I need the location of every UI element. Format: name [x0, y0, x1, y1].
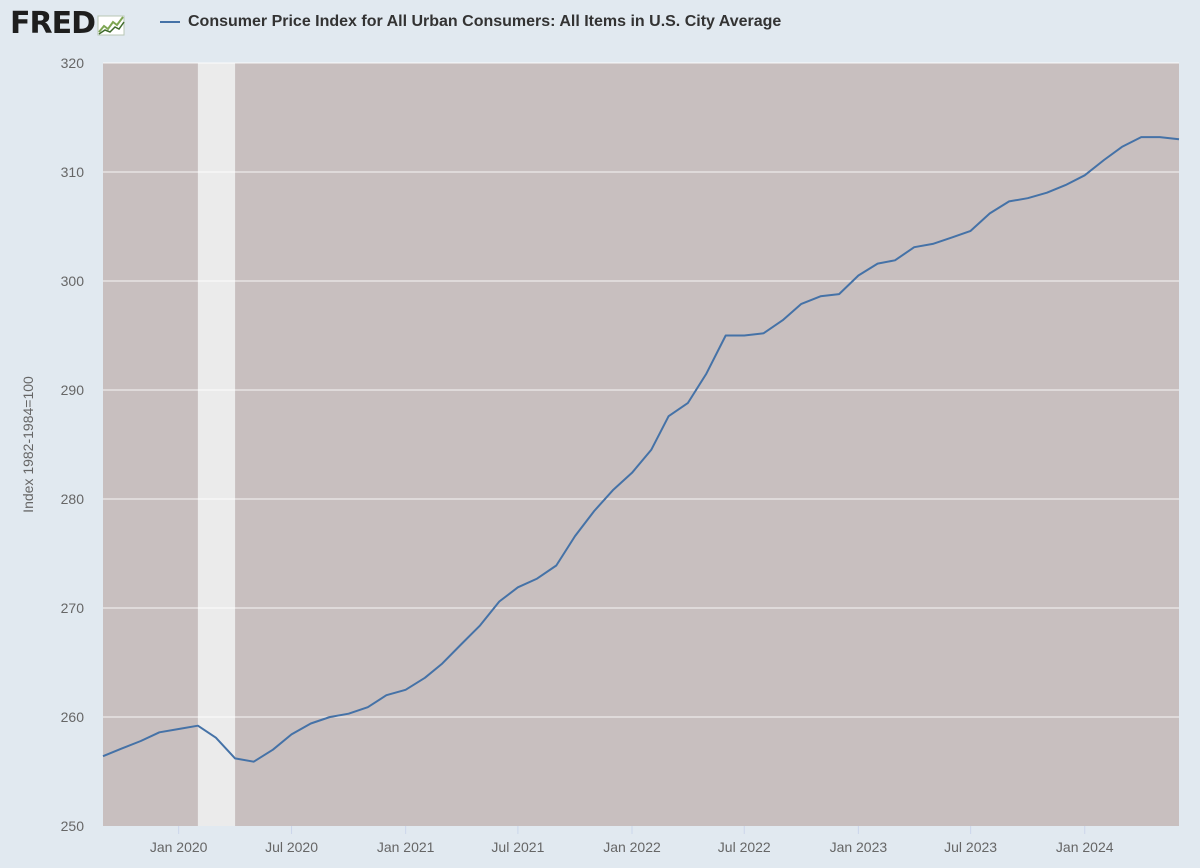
- x-tick-label: Jul 2023: [944, 839, 997, 855]
- y-tick-label: 250: [61, 818, 85, 834]
- x-tick-label: Jan 2022: [603, 839, 661, 855]
- x-tick-label: Jan 2021: [377, 839, 435, 855]
- recession-shading: [197, 63, 236, 826]
- x-tick-label: Jan 2024: [1056, 839, 1114, 855]
- fred-logo-text: FRED: [10, 6, 96, 41]
- y-axis-title: Index 1982-1984=100: [20, 376, 36, 513]
- x-axis-ticks: Jan 2020 Jul 2020 Jan 2021 Jul 2021 Jan 2022…: [150, 826, 1114, 855]
- series-line[interactable]: [102, 136, 1180, 763]
- x-tick-label: Jan 2020: [150, 839, 208, 855]
- chart-header: FRED Consumer Price Index for All Urban …: [0, 0, 1200, 50]
- x-tick-label: Jul 2020: [265, 839, 318, 855]
- y-tick-label: 290: [61, 382, 85, 398]
- legend-series-label: Consumer Price Index for All Urban Consu…: [188, 13, 782, 30]
- x-tick-label: Jul 2021: [491, 839, 544, 855]
- y-tick-label: 300: [61, 273, 85, 289]
- y-tick-label: 270: [61, 600, 85, 616]
- chart-legend[interactable]: Consumer Price Index for All Urban Consu…: [160, 13, 781, 31]
- x-tick-label: Jul 2022: [718, 839, 771, 855]
- y-tick-label: 320: [61, 55, 85, 71]
- x-tick-label: Jan 2023: [830, 839, 888, 855]
- y-tick-label: 260: [61, 709, 85, 725]
- y-tick-label: 310: [61, 164, 85, 180]
- grid-lines: [103, 62, 1179, 718]
- trend-chart-icon: [97, 15, 125, 35]
- y-tick-label: 280: [61, 491, 85, 507]
- legend-swatch: [160, 21, 180, 23]
- plot-background: [103, 63, 1179, 826]
- y-axis-ticks: 250 260 270 280 290 300 310 320: [61, 55, 85, 834]
- fred-logo[interactable]: FRED: [10, 6, 127, 41]
